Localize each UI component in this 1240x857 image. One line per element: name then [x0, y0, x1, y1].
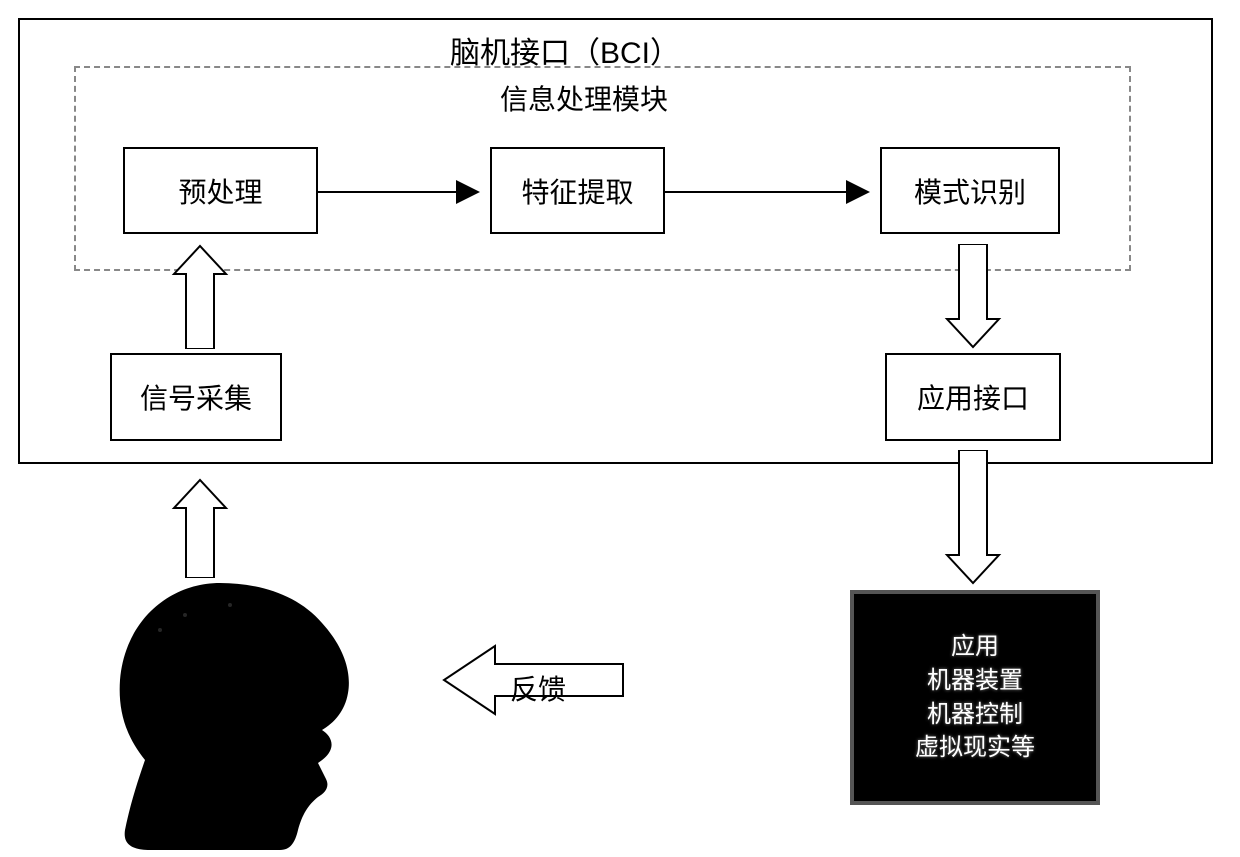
- application-interface-node: 应用接口: [885, 353, 1061, 441]
- pattern-recognition-node: 模式识别: [880, 147, 1060, 234]
- application-interface-label: 应用接口: [917, 377, 1029, 417]
- head-silhouette-icon: [90, 575, 360, 850]
- signal-acquisition-label: 信号采集: [140, 377, 252, 417]
- preprocessing-label: 预处理: [178, 171, 262, 211]
- processing-module-title: 信息处理模块: [500, 78, 668, 118]
- block-arrow-signal-to-pre: [170, 244, 230, 349]
- applications-node: 应用 机器装置 机器控制 虚拟现实等: [850, 590, 1100, 805]
- feedback-label: 反馈: [510, 668, 566, 708]
- block-arrow-pattern-to-app: [943, 244, 1003, 349]
- feature-extraction-label: 特征提取: [521, 171, 633, 211]
- applications-label: 应用 机器装置 机器控制 虚拟现实等: [915, 630, 1035, 764]
- arrow-pre-to-feature: [318, 180, 490, 204]
- arrow-feature-to-pattern: [665, 180, 880, 204]
- app-line-0: 应用: [915, 630, 1035, 664]
- app-line-3: 虚拟现实等: [915, 731, 1035, 765]
- feature-extraction-node: 特征提取: [490, 147, 665, 234]
- preprocessing-node: 预处理: [123, 147, 318, 234]
- signal-acquisition-node: 信号采集: [110, 353, 282, 441]
- block-arrow-appif-to-apps: [943, 450, 1003, 585]
- app-line-2: 机器控制: [915, 698, 1035, 732]
- block-arrow-head-to-signal: [170, 478, 230, 578]
- app-line-1: 机器装置: [915, 664, 1035, 698]
- pattern-recognition-label: 模式识别: [914, 171, 1026, 211]
